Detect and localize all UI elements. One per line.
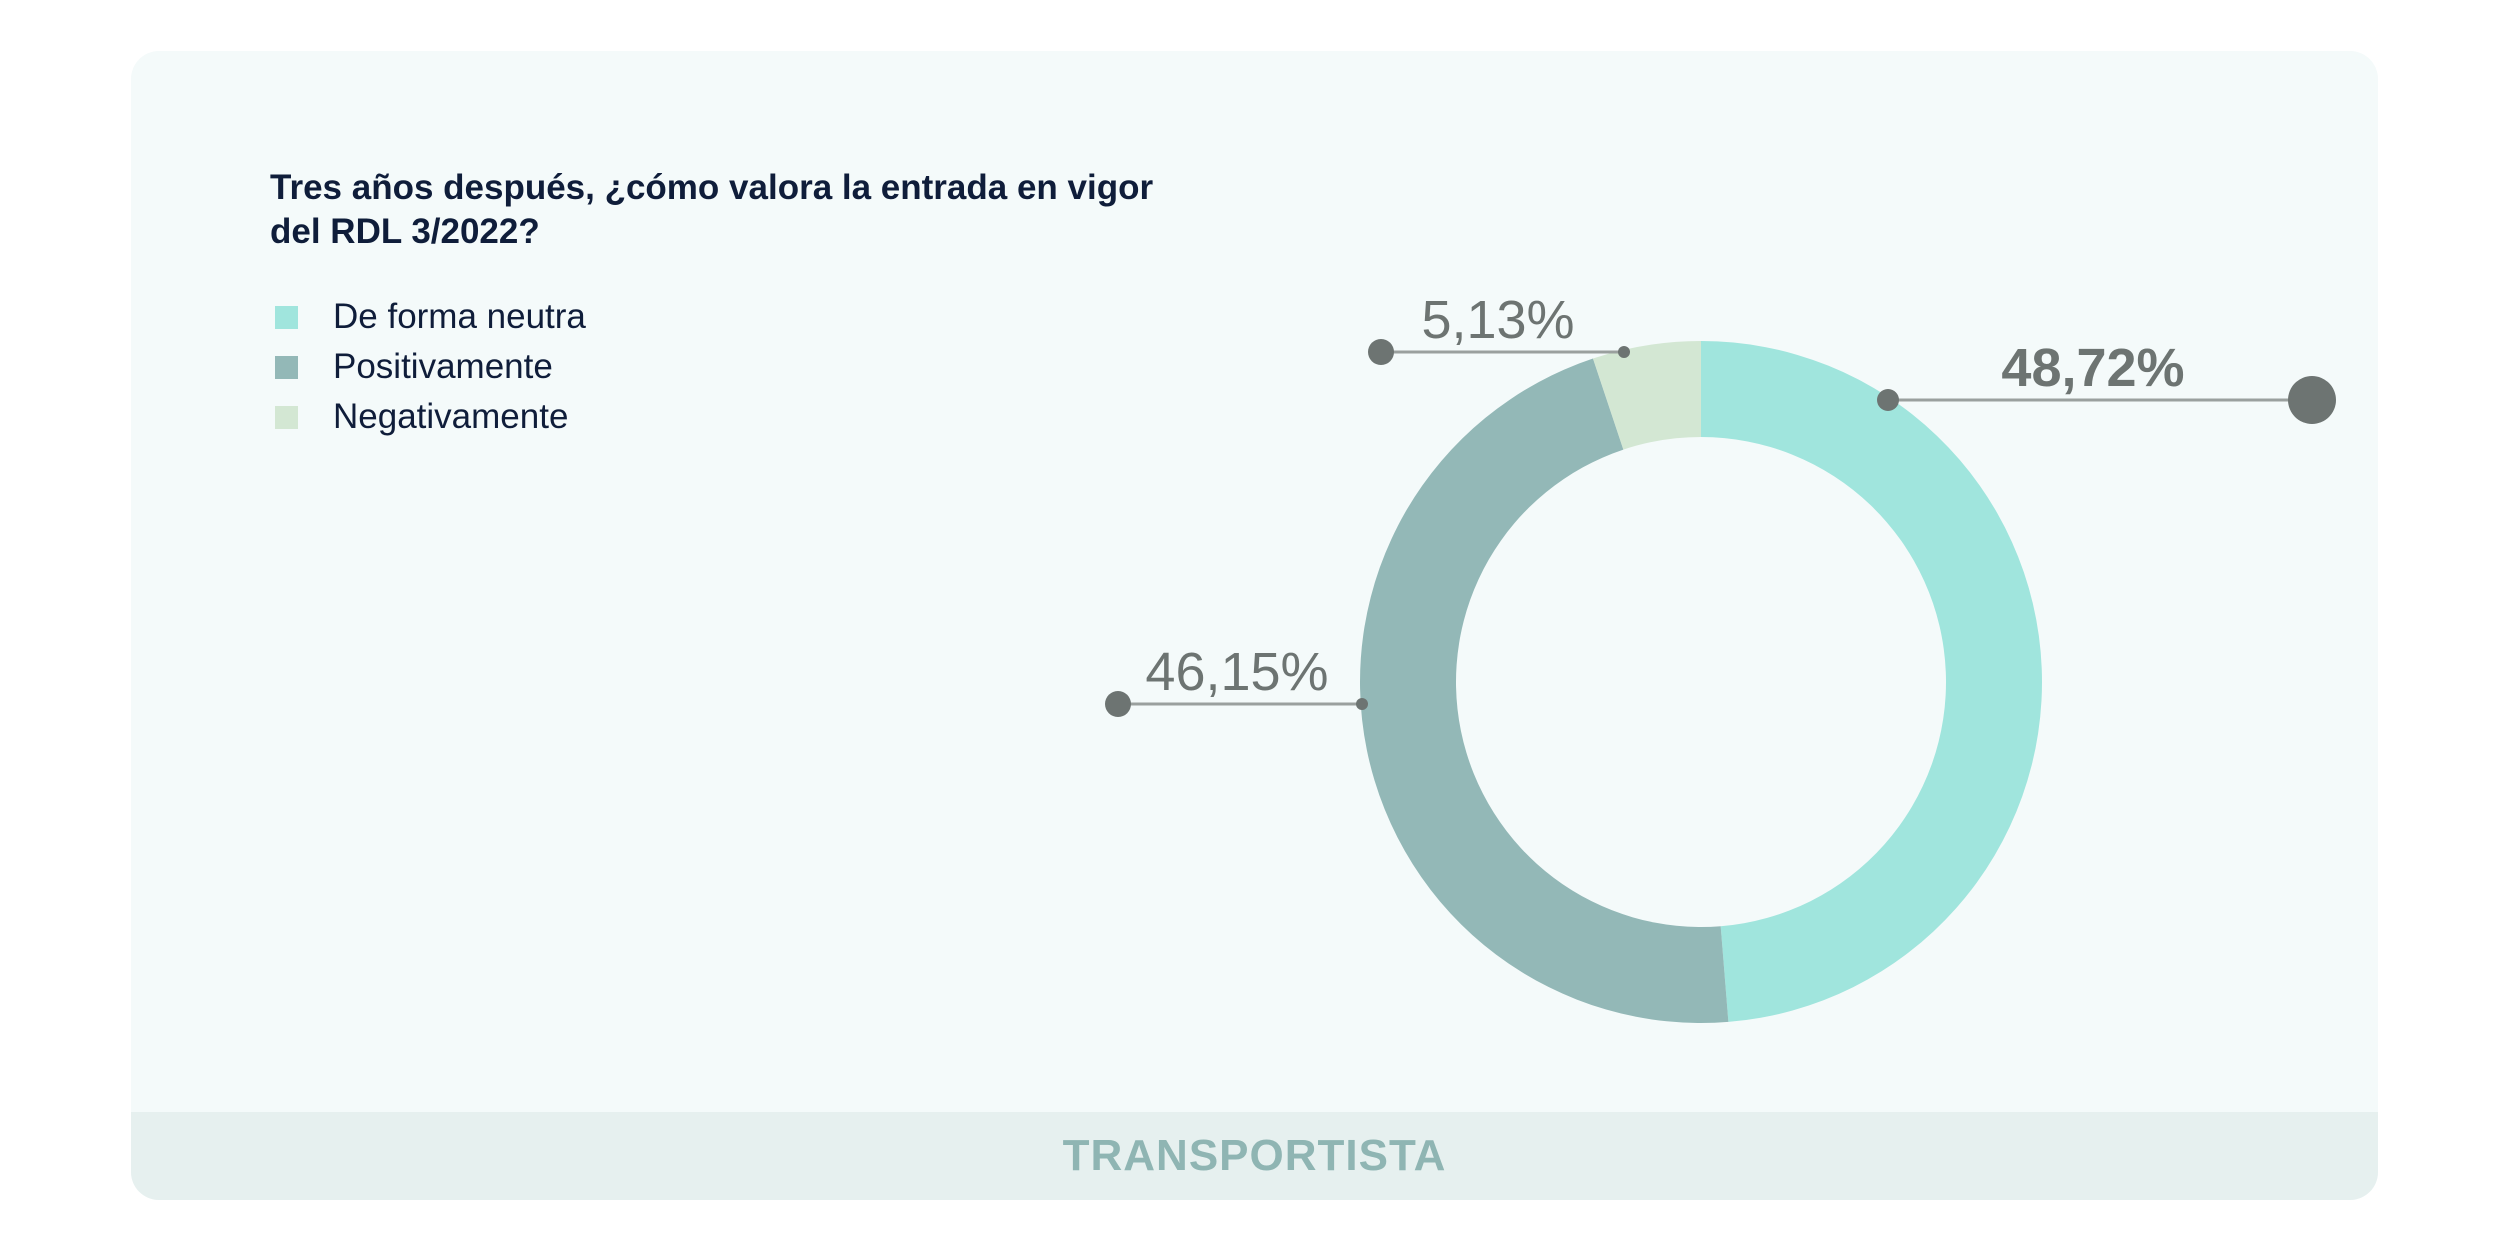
slice-positive [1360,358,1729,1023]
legend-swatch [275,405,298,429]
footer-label: TRANSPORTISTA [1062,1131,1447,1180]
data-label-neutral: 48,72% [2001,338,2184,398]
legend-item-neutral: De forma neutra [275,292,586,342]
legend: De forma neutra Positivamente Negativame… [275,292,586,442]
legend-swatch [275,355,298,379]
legend-label: De forma neutra [333,297,586,336]
label-neutral: 48,72% [1877,338,2336,424]
legend-swatch [275,305,298,329]
legend-label: Positivamente [333,347,553,386]
legend-item-negative: Negativamente [275,392,586,442]
chart-title: Tres años después, ¿cómo valora la entra… [270,168,1154,251]
data-label-positive: 46,15% [1145,642,1328,702]
label-negative: 5,13% [1368,290,1630,365]
slice-neutral [1701,341,2042,1022]
footer-band: TRANSPORTISTA [131,1112,2378,1200]
slice-negative [1592,341,1701,450]
label-positive: 46,15% [1105,642,1368,717]
legend-item-positive: Positivamente [275,342,586,392]
legend-label: Negativamente [333,397,569,436]
data-label-negative: 5,13% [1421,290,1574,350]
